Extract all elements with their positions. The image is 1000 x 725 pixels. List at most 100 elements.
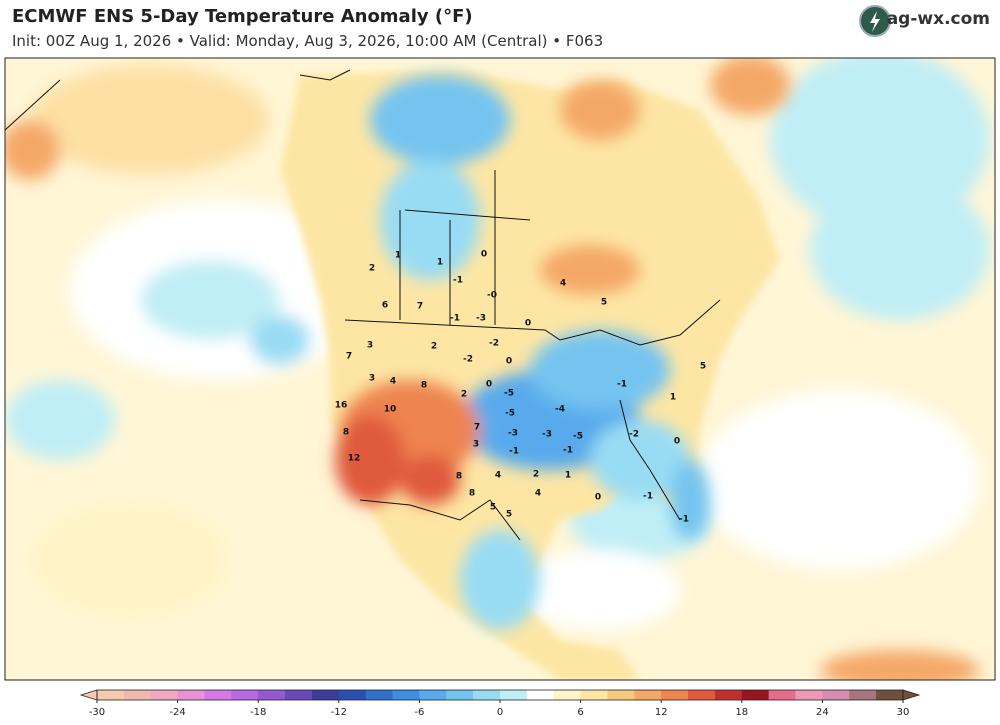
station-label: 8 bbox=[456, 472, 462, 482]
station-label: 8 bbox=[343, 428, 349, 438]
station-label: 2 bbox=[431, 342, 437, 352]
anomaly-field bbox=[5, 58, 995, 680]
colorbar-swatch bbox=[97, 690, 125, 700]
colorbar-tick-label: -12 bbox=[331, 707, 347, 718]
colorbar-swatch bbox=[231, 690, 259, 700]
station-label: 8 bbox=[421, 381, 427, 391]
station-label: 7 bbox=[474, 423, 480, 433]
colorbar-swatch bbox=[204, 690, 232, 700]
colorbar-swatch bbox=[365, 690, 394, 700]
title: ECMWF ENS 5-Day Temperature Anomaly (°F) bbox=[12, 6, 473, 27]
station-label: 6 bbox=[382, 301, 388, 311]
station-label: -4 bbox=[555, 405, 565, 415]
colorbar-tick-label: 12 bbox=[655, 707, 668, 718]
colorbar-tick-label: -24 bbox=[169, 707, 185, 718]
station-label: 5 bbox=[601, 298, 607, 308]
station-label: -2 bbox=[463, 355, 473, 365]
colorbar-swatch bbox=[795, 690, 823, 700]
station-label: 0 bbox=[481, 250, 487, 260]
subtitle: Init: 00Z Aug 1, 2026 • Valid: Monday, A… bbox=[12, 32, 604, 50]
station-label: 4 bbox=[535, 489, 541, 499]
colorbar-swatch bbox=[473, 690, 501, 700]
colorbar-swatch bbox=[150, 690, 179, 700]
colorbar-swatch bbox=[714, 690, 743, 700]
colorbar-tick-label: -30 bbox=[89, 707, 105, 718]
colorbar-swatch bbox=[419, 690, 447, 700]
station-label: 2 bbox=[533, 470, 539, 480]
station-label: -5 bbox=[573, 432, 583, 442]
station-label: 7 bbox=[417, 302, 423, 312]
station-label: -1 bbox=[450, 314, 460, 324]
colorbar-swatch bbox=[123, 690, 152, 700]
station-label: 4 bbox=[560, 279, 566, 289]
station-label: 3 bbox=[473, 440, 479, 450]
station-label: -2 bbox=[629, 430, 639, 440]
station-label: -1 bbox=[563, 446, 573, 456]
station-label: 0 bbox=[595, 493, 601, 503]
station-label: 1 bbox=[565, 471, 571, 481]
colorbar-swatch bbox=[688, 690, 716, 700]
colorbar-tick-label: 30 bbox=[897, 707, 910, 718]
station-label: 7 bbox=[346, 352, 352, 362]
colorbar-swatch bbox=[634, 690, 662, 700]
station-label: 3 bbox=[369, 374, 375, 384]
colorbar-tick-label: 0 bbox=[497, 707, 503, 718]
station-label: 1 bbox=[437, 258, 443, 268]
station-label: 0 bbox=[674, 437, 680, 447]
colorbar-tick-label: 18 bbox=[735, 707, 748, 718]
station-label: -1 bbox=[643, 492, 653, 502]
colorbar-swatch bbox=[553, 690, 582, 700]
colorbar-swatch bbox=[580, 690, 608, 700]
station-label: -2 bbox=[489, 339, 499, 349]
station-label: 0 bbox=[506, 357, 512, 367]
map-frame bbox=[4, 57, 996, 681]
colorbar-tick-label: 6 bbox=[577, 707, 583, 718]
colorbar-tick-label: 24 bbox=[816, 707, 829, 718]
station-label: 10 bbox=[384, 405, 397, 415]
colorbar-swatch bbox=[285, 690, 313, 700]
station-label: -3 bbox=[508, 429, 518, 439]
logo-text: ag-wx.com bbox=[886, 9, 990, 29]
colorbar-swatch bbox=[607, 690, 635, 700]
colorbar-swatch bbox=[177, 690, 205, 700]
colorbar-swatch bbox=[500, 690, 528, 700]
station-label: -0 bbox=[487, 291, 497, 301]
colorbar-swatch bbox=[446, 690, 474, 700]
station-label: -5 bbox=[504, 389, 514, 399]
colorbar-swatch bbox=[338, 690, 367, 700]
station-label: -5 bbox=[505, 409, 515, 419]
station-label: 5 bbox=[506, 510, 512, 520]
station-label: -1 bbox=[617, 380, 627, 390]
colorbar-swatch bbox=[876, 690, 904, 700]
station-label: 5 bbox=[490, 503, 496, 513]
station-label: 16 bbox=[335, 401, 348, 411]
borders bbox=[5, 69, 721, 541]
station-label: 0 bbox=[486, 380, 492, 390]
station-label: 5 bbox=[700, 362, 706, 372]
station-label: 12 bbox=[348, 454, 361, 464]
colorbar-extend-high bbox=[902, 689, 921, 701]
station-label: 1 bbox=[395, 251, 401, 261]
station-label: 4 bbox=[390, 377, 396, 387]
station-label: -1 bbox=[679, 515, 689, 525]
station-label: -1 bbox=[509, 447, 519, 457]
station-label: 1 bbox=[670, 393, 676, 403]
colorbar-swatch bbox=[258, 690, 286, 700]
colorbar-swatch bbox=[311, 690, 340, 700]
station-label: 2 bbox=[369, 264, 375, 274]
colorbar-swatch bbox=[768, 690, 797, 700]
colorbar-swatch bbox=[849, 690, 877, 700]
station-label: 3 bbox=[367, 341, 373, 351]
station-label: 0 bbox=[525, 319, 531, 329]
colorbar-swatch bbox=[741, 690, 770, 700]
colorbar-tick-label: -18 bbox=[250, 707, 266, 718]
station-label: -3 bbox=[476, 314, 486, 324]
station-label: 2 bbox=[461, 390, 467, 400]
station-label: 4 bbox=[495, 471, 501, 481]
colorbar-tick-label: -6 bbox=[414, 707, 424, 718]
colorbar-swatch bbox=[822, 690, 850, 700]
colorbar-extend-low bbox=[79, 689, 98, 701]
